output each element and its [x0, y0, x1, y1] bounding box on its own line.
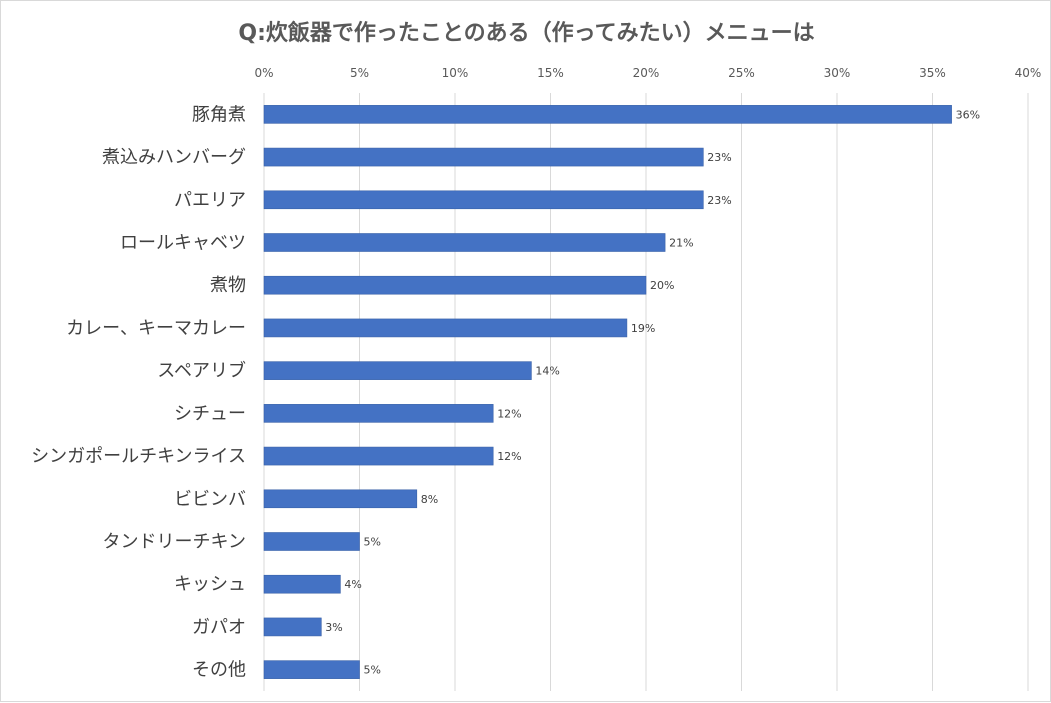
- data-label: 3%: [325, 621, 342, 634]
- category-label: パエリア: [174, 190, 246, 211]
- data-label: 5%: [364, 664, 381, 677]
- x-tick-label: 40%: [1015, 66, 1042, 80]
- bar: [263, 660, 360, 679]
- x-tick-label: 20%: [633, 66, 660, 80]
- bar: [263, 361, 532, 380]
- data-label: 8%: [421, 493, 438, 506]
- bar: [263, 404, 494, 423]
- bar: [263, 147, 704, 167]
- category-label: シンガポールチキンライス: [31, 446, 246, 467]
- x-tick-label: 10%: [442, 66, 469, 80]
- bar: [263, 318, 628, 338]
- bar: [263, 190, 704, 210]
- bar: [263, 105, 952, 124]
- bar: [263, 489, 418, 509]
- bar: [263, 574, 341, 594]
- data-label: 21%: [669, 237, 693, 250]
- bar: [263, 233, 666, 252]
- x-tick-label: 25%: [728, 66, 755, 80]
- category-label: スペアリブ: [157, 360, 246, 382]
- category-label: ガパオ: [192, 617, 246, 638]
- data-label: 19%: [631, 322, 655, 335]
- data-label: 4%: [344, 578, 361, 591]
- category-label: 煮込みハンバーグ: [102, 147, 246, 168]
- bar: [263, 532, 360, 551]
- data-label: 23%: [707, 151, 731, 164]
- x-tick-label: 30%: [824, 66, 851, 80]
- x-tick-label: 0%: [254, 66, 273, 80]
- category-label: タンドリーチキン: [103, 532, 246, 553]
- data-label: 36%: [956, 108, 980, 121]
- data-label: 14%: [535, 365, 559, 378]
- data-label: 12%: [497, 407, 521, 420]
- category-label: その他: [192, 660, 246, 681]
- data-label: 23%: [707, 194, 731, 207]
- chart-title: Q:炊飯器で作ったことのある（作ってみたい）メニューは: [238, 21, 815, 46]
- data-label: 12%: [497, 450, 521, 463]
- category-label: 煮物: [210, 275, 246, 296]
- x-tick-label: 5%: [350, 66, 369, 80]
- category-label: シチュー: [174, 403, 246, 424]
- bar: [263, 275, 647, 295]
- category-label: ビビンバ: [174, 489, 246, 510]
- category-label: ロールキャベツ: [120, 233, 246, 254]
- category-label: キッシュ: [174, 574, 246, 595]
- category-label: 豚角煮: [192, 104, 246, 125]
- category-label: カレー、キーマカレー: [66, 318, 246, 339]
- data-label: 20%: [650, 279, 674, 292]
- data-label: 5%: [364, 536, 381, 549]
- x-tick-label: 15%: [537, 66, 564, 80]
- x-tick-label: 35%: [919, 66, 946, 80]
- bar: [263, 446, 494, 466]
- bar: [263, 617, 322, 637]
